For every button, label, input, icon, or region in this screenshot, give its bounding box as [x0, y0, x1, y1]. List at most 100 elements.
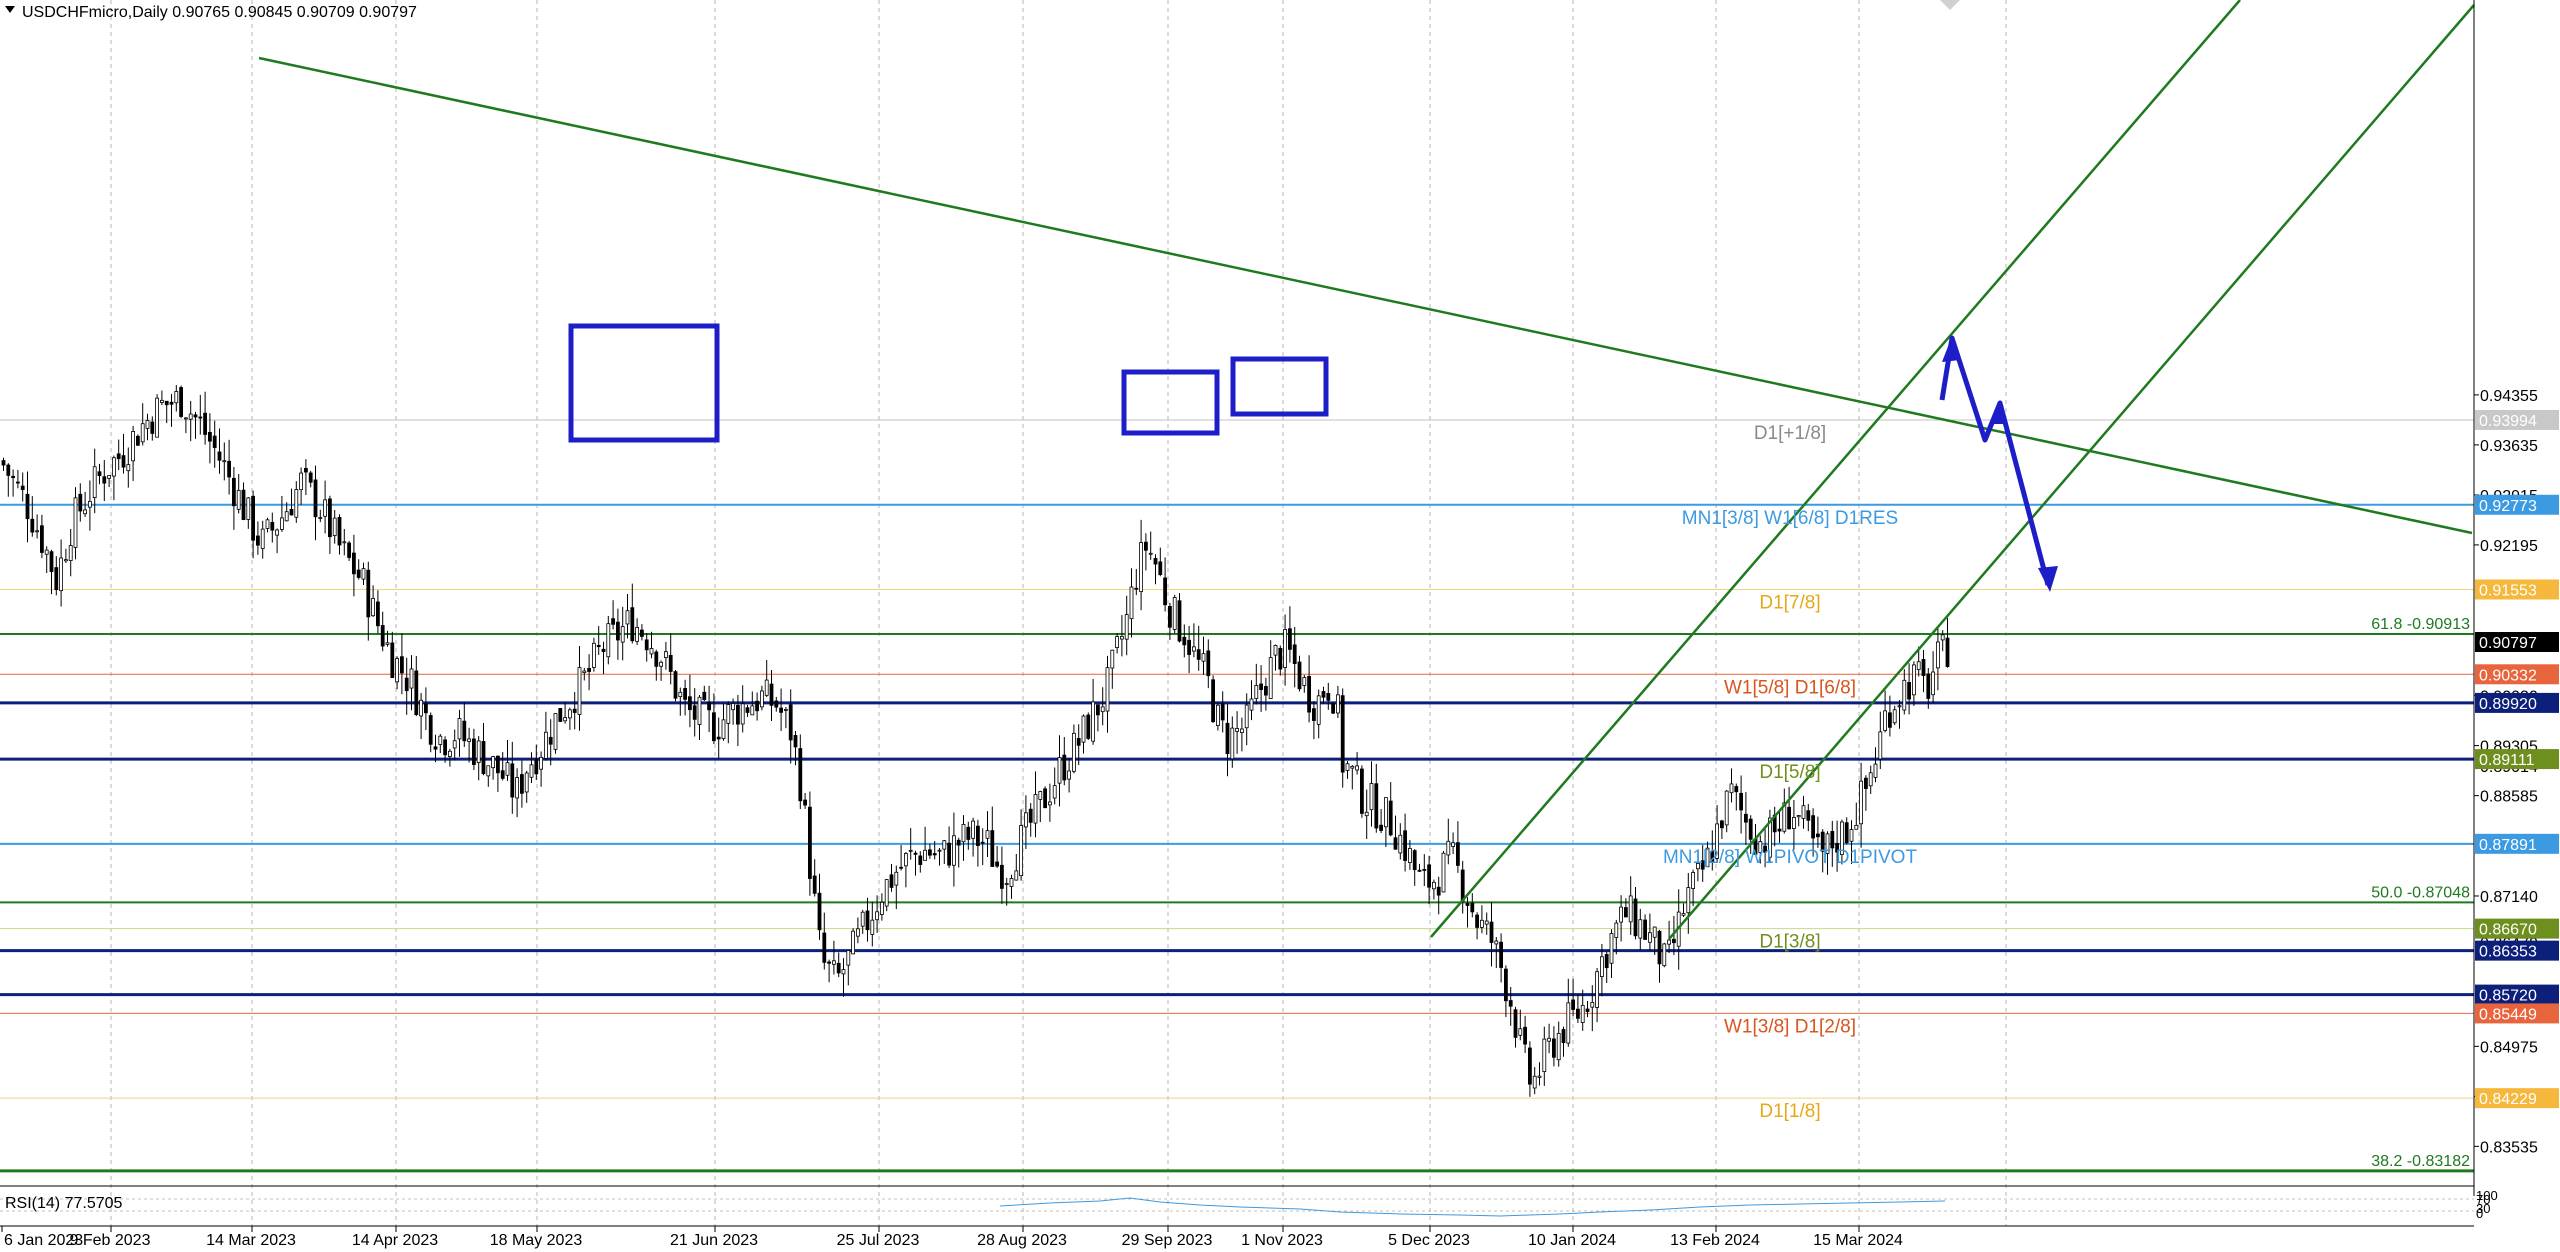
symbol-menu-icon[interactable]: [5, 6, 15, 13]
candle-body-bear: [1816, 833, 1820, 838]
candle-body-bear: [500, 770, 505, 779]
candle-body-bull: [1628, 895, 1633, 923]
candle: [83, 491, 87, 517]
candle: [606, 616, 611, 665]
time-label-1-nov-2023: 1 Nov 2023: [1241, 1232, 1323, 1249]
candle-body-bull: [265, 519, 270, 529]
candle: [1859, 762, 1863, 848]
candle-body-bull: [1854, 824, 1859, 830]
candle-body-bear: [1504, 968, 1508, 1002]
candle: [1177, 593, 1182, 643]
candle-body-bear: [1552, 1038, 1556, 1058]
candle-body-bear: [327, 498, 332, 538]
candle-body-bull: [1004, 883, 1009, 885]
scroll-marker[interactable]: [1940, 0, 1960, 10]
candle: [179, 385, 184, 419]
candle-body-bull: [1124, 614, 1129, 640]
candle: [1873, 747, 1878, 783]
candle: [1254, 663, 1259, 705]
candle: [899, 845, 903, 871]
candle: [419, 692, 424, 740]
candle: [1432, 879, 1436, 900]
candle: [1556, 1021, 1561, 1067]
candle: [1672, 915, 1676, 956]
candle: [1398, 823, 1403, 860]
candle: [510, 741, 515, 814]
candle: [1028, 803, 1033, 837]
candle: [961, 815, 966, 861]
candle: [438, 734, 443, 754]
candle-body-bull: [1139, 542, 1143, 593]
channel-lower-line[interactable]: [1668, 4, 2475, 940]
candle-body-bear: [1321, 691, 1326, 698]
candle: [947, 826, 951, 868]
candle: [889, 864, 894, 892]
time-label-28-aug-2023: 28 Aug 2023: [977, 1232, 1067, 1249]
candle: [803, 792, 807, 809]
candle: [68, 528, 73, 577]
candle: [529, 752, 534, 784]
candle-body-bull: [1902, 679, 1907, 711]
candle-body-bear: [423, 703, 428, 714]
candle-body-bull: [664, 651, 668, 658]
time-label-9-feb-2023: 9 Feb 2023: [70, 1232, 151, 1249]
candle: [1196, 625, 1201, 671]
candle-body-bull: [145, 420, 150, 429]
highlight-box-sep[interactable]: [1121, 369, 1220, 436]
price-tag-0-87891-bg: [2475, 833, 2559, 854]
candle-body-bull: [870, 919, 875, 935]
candle: [990, 806, 995, 867]
candle: [188, 400, 193, 442]
candle-body-bear: [11, 475, 16, 479]
level-label-d1-5-8: D1[5/8]: [1759, 762, 1820, 783]
candle-body-bull: [371, 598, 376, 617]
candle: [203, 391, 208, 445]
candle: [327, 495, 332, 554]
candle: [1326, 682, 1331, 710]
candle-body-bear: [121, 455, 126, 468]
candle-body-bear: [1422, 869, 1427, 871]
candle: [1086, 712, 1091, 741]
price-axis[interactable]: 0.943550.936350.929150.921950.900300.893…: [2474, 388, 2559, 1156]
candle: [1542, 1026, 1547, 1086]
candle-body-bear: [1028, 808, 1033, 823]
drawn-objects[interactable]: [258, 0, 2475, 940]
candle: [1758, 835, 1763, 864]
candle-body-bear: [1864, 777, 1868, 789]
descending-trendline[interactable]: [258, 56, 2473, 535]
candle: [467, 727, 472, 763]
highlight-box-may[interactable]: [568, 323, 720, 443]
candle: [1182, 624, 1187, 658]
candle-body-bull: [1494, 940, 1499, 945]
candle: [1724, 790, 1729, 833]
candle: [1782, 788, 1787, 834]
candle: [1307, 655, 1311, 723]
candle: [836, 952, 841, 978]
candle-body-bear: [1624, 907, 1628, 918]
candle-body-bull: [1518, 1028, 1523, 1036]
candle-body-bull: [395, 658, 400, 683]
candle-body-bull: [606, 623, 611, 658]
candle-body-bull: [524, 772, 529, 793]
candle: [30, 496, 35, 537]
candle-body-bull: [409, 668, 414, 689]
channel-upper-line[interactable]: [1430, 0, 2241, 938]
candle-body-bull: [841, 969, 846, 975]
candle: [1148, 531, 1153, 560]
candle: [222, 442, 227, 481]
candle: [1124, 595, 1129, 656]
candle-body-bear: [1062, 754, 1067, 781]
highlight-box-oct[interactable]: [1230, 356, 1329, 417]
candle: [289, 488, 294, 516]
candle: [908, 828, 913, 860]
candle-body-bull: [1345, 763, 1350, 771]
candle: [1484, 912, 1489, 935]
candle-body-bull: [222, 460, 227, 463]
candle: [1624, 898, 1628, 918]
candle: [1513, 1006, 1518, 1048]
candle: [1916, 646, 1921, 677]
candle: [11, 469, 16, 497]
candle: [1681, 903, 1686, 917]
